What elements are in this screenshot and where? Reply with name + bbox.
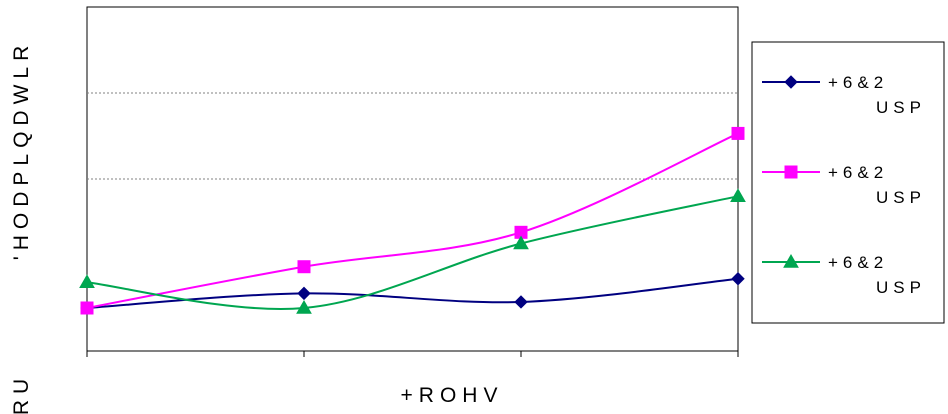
legend-entry: +6&2 USP: [762, 253, 926, 297]
legend-unit: USP: [876, 278, 926, 297]
series-layer: [79, 126, 746, 315]
data-point: [297, 286, 311, 301]
legend-label: +6&2: [828, 253, 888, 272]
legend-marker: [784, 165, 798, 179]
data-point: [730, 188, 746, 202]
x-axis-ticks: [86, 351, 739, 357]
legend: +6&2 USP +6&2 USP +6&2 USP: [751, 41, 945, 324]
data-point: [297, 260, 311, 274]
legend-unit: USP: [876, 98, 926, 117]
legend-entries: +6&2 USP +6&2 USP +6&2 USP: [762, 73, 926, 297]
legend-marker: [783, 253, 799, 268]
data-point: [514, 295, 528, 309]
legend-marker: [784, 75, 798, 89]
legend-entry: +6&2 USP: [762, 163, 926, 207]
data-point: [731, 272, 745, 286]
series-2: [80, 126, 745, 315]
legend-entry: +6&2 USP: [762, 73, 926, 117]
y-axis-label: 'HODPLQDWLR: [10, 40, 33, 261]
series-line: [86, 132, 739, 309]
x-axis-label: +ROHV: [401, 384, 504, 407]
data-point: [731, 126, 745, 140]
legend-label: +6&2: [828, 73, 888, 92]
data-point: [79, 274, 95, 288]
data-point: [80, 301, 94, 315]
data-point: [296, 299, 312, 314]
y-axis-label-tail: RU: [10, 373, 33, 414]
plot-area: [79, 6, 746, 357]
series-3: [79, 188, 746, 314]
legend-unit: USP: [876, 188, 926, 207]
series-line: [86, 195, 739, 310]
legend-frame: [751, 41, 945, 324]
legend-label: +6&2: [828, 163, 888, 182]
gridlines: [87, 92, 738, 180]
series-line: [86, 277, 739, 309]
data-point: [513, 235, 529, 250]
